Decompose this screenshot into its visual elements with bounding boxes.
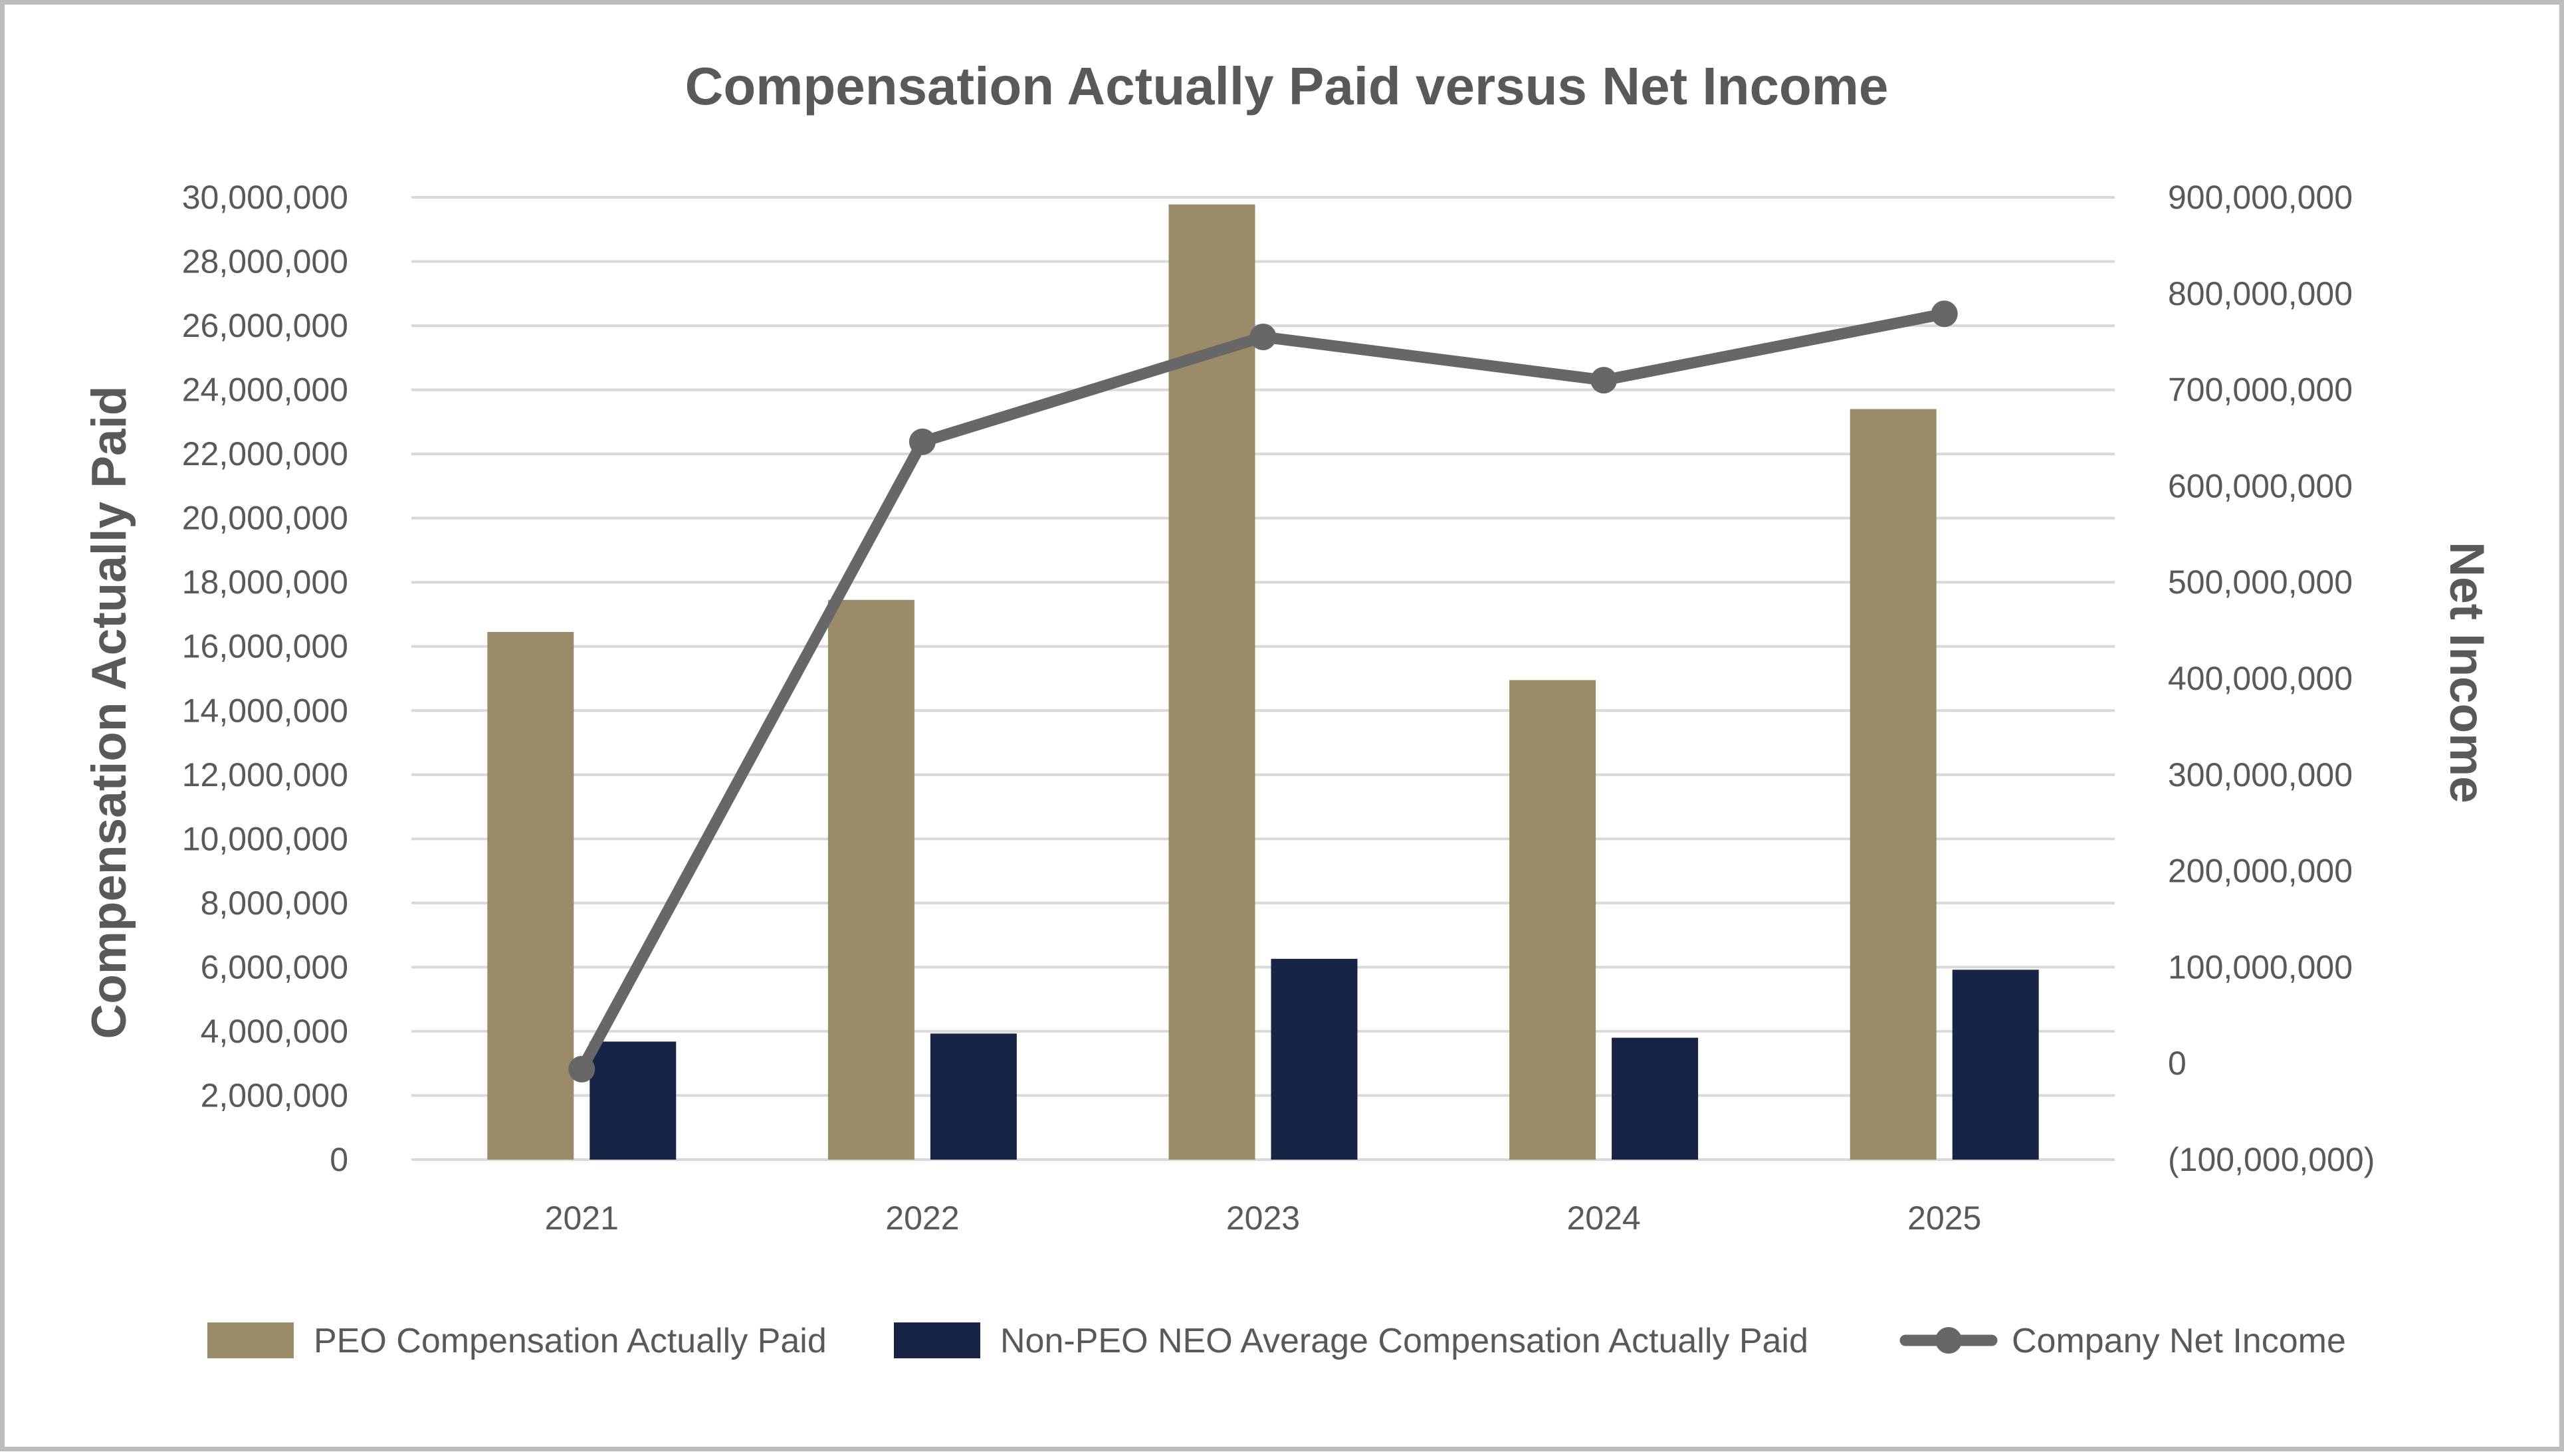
non-peo-neo-average-bar xyxy=(930,1033,1017,1160)
left-axis-tick-label: 26,000,000 xyxy=(182,307,348,344)
legend-color-swatch xyxy=(894,1322,980,1358)
right-axis-tick-label: (100,000,000) xyxy=(2168,1141,2375,1178)
legend-marker-swatch xyxy=(1935,1327,1962,1354)
left-axis-tick-label: 2,000,000 xyxy=(201,1077,348,1114)
non-peo-neo-average-bar xyxy=(1271,958,1358,1160)
legend-non-peo-neo-average: Non-PEO NEO Average Compensation Actuall… xyxy=(894,1322,1808,1360)
net-income-line-path xyxy=(576,308,1951,1075)
peo-compensation-bar xyxy=(1509,680,1596,1160)
right-axis-ticks: (100,000,000) 0 100,000,000 200,000,000 300,… xyxy=(2168,179,2375,1178)
left-axis-tick-label: 30,000,000 xyxy=(182,179,348,216)
legend-company-net-income: Company Net Income xyxy=(1899,1322,2346,1360)
x-axis-ticks: 2021 2022 2023 2024 2025 xyxy=(545,1199,1982,1237)
left-axis-ticks: 0 2,000,000 4,000,000 6,000,000 8,000,000 10,… xyxy=(182,179,348,1178)
right-axis-title: Net Income xyxy=(2440,542,2494,803)
right-axis-tick-label: 400,000,000 xyxy=(2168,660,2353,697)
net-income-line xyxy=(568,300,1958,1083)
right-axis-tick-label: 500,000,000 xyxy=(2168,564,2353,601)
legend-color-swatch xyxy=(207,1322,294,1358)
right-axis-tick-label: 300,000,000 xyxy=(2168,756,2353,793)
bars xyxy=(487,204,2039,1160)
right-axis-tick-label: 100,000,000 xyxy=(2168,948,2353,986)
net-income-point xyxy=(908,428,936,455)
left-axis-tick-label: 8,000,000 xyxy=(201,884,348,922)
peo-compensation-bar xyxy=(487,632,574,1160)
left-axis-tick-label: 24,000,000 xyxy=(182,371,348,409)
net-income-point xyxy=(1249,323,1277,350)
left-axis-tick-label: 22,000,000 xyxy=(182,435,348,472)
legend-label: Non-PEO NEO Average Compensation Actuall… xyxy=(1000,1322,1808,1360)
x-axis-tick-label: 2021 xyxy=(545,1199,619,1237)
net-income-point xyxy=(1931,300,1958,328)
right-axis-tick-label: 0 xyxy=(2168,1045,2187,1082)
legend: PEO Compensation Actually Paid Non-PEO NE… xyxy=(207,1322,2346,1360)
x-axis-tick-label: 2025 xyxy=(1907,1199,1981,1237)
right-axis-tick-label: 200,000,000 xyxy=(2168,853,2353,890)
left-axis-tick-label: 16,000,000 xyxy=(182,628,348,665)
non-peo-neo-average-bar xyxy=(589,1041,677,1160)
left-axis-title: Compensation Actually Paid xyxy=(82,386,136,1039)
net-income-point xyxy=(568,1055,595,1083)
x-axis-tick-label: 2024 xyxy=(1566,1199,1640,1237)
right-axis-tick-label: 600,000,000 xyxy=(2168,467,2353,504)
left-axis-tick-label: 6,000,000 xyxy=(201,948,348,986)
non-peo-neo-average-bar xyxy=(1952,970,2039,1160)
non-peo-neo-average-bar xyxy=(1612,1037,1699,1160)
left-axis-tick-label: 28,000,000 xyxy=(182,243,348,280)
right-axis-tick-label: 700,000,000 xyxy=(2168,371,2353,409)
x-axis-tick-label: 2023 xyxy=(1226,1199,1300,1237)
chart-title: Compensation Actually Paid versus Net In… xyxy=(685,56,1889,116)
right-axis-tick-label: 800,000,000 xyxy=(2168,275,2353,312)
legend-label: PEO Compensation Actually Paid xyxy=(314,1322,827,1360)
net-income-point xyxy=(1590,367,1618,394)
left-axis-tick-label: 0 xyxy=(330,1141,348,1178)
left-axis-tick-label: 18,000,000 xyxy=(182,564,348,601)
right-axis-tick-label: 900,000,000 xyxy=(2168,179,2353,216)
left-axis-tick-label: 14,000,000 xyxy=(182,692,348,729)
left-axis-tick-label: 20,000,000 xyxy=(182,500,348,537)
x-axis-tick-label: 2022 xyxy=(885,1199,959,1237)
peo-compensation-bar xyxy=(1850,409,1937,1160)
compensation-net-income-chart: Compensation Actually Paid versus Net In… xyxy=(82,56,2494,1360)
left-axis-tick-label: 12,000,000 xyxy=(182,756,348,793)
left-axis-tick-label: 10,000,000 xyxy=(182,820,348,857)
legend-peo-compensation: PEO Compensation Actually Paid xyxy=(207,1322,827,1360)
legend-label: Company Net Income xyxy=(2012,1322,2346,1360)
left-axis-tick-label: 4,000,000 xyxy=(201,1013,348,1050)
peo-compensation-bar xyxy=(827,599,914,1160)
